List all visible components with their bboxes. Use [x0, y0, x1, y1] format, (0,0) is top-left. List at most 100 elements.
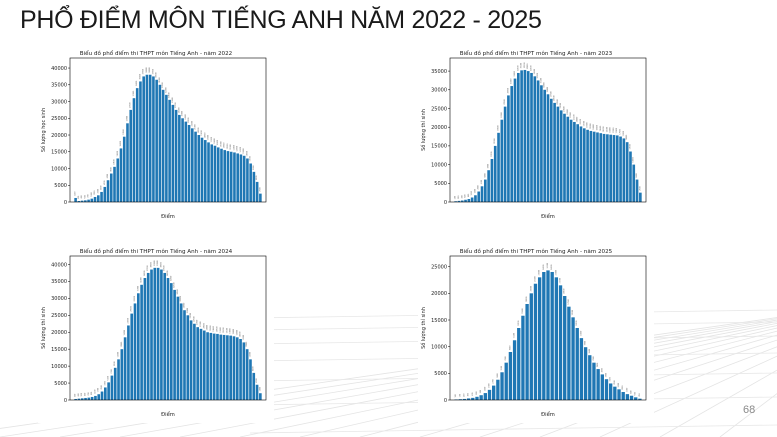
bar — [161, 89, 165, 202]
bar-value-label: 18800 — [593, 124, 595, 129]
bar — [543, 89, 547, 202]
bar-value-label: 36000 — [144, 271, 146, 276]
bar-value-label: 3900 — [605, 373, 607, 377]
bar — [109, 173, 113, 202]
bar — [236, 153, 239, 202]
bar — [232, 336, 236, 400]
bar-value-label: 23500 — [190, 313, 192, 318]
bar-value-label: 35000 — [159, 77, 161, 82]
bar — [483, 393, 487, 400]
bar-value-label: 37500 — [143, 69, 145, 74]
bar-value-label: 13000 — [246, 151, 248, 156]
bar — [508, 352, 513, 400]
bar — [130, 313, 134, 400]
bar-value-label: 1000 — [91, 192, 93, 196]
x-axis-label: Điểm — [541, 213, 555, 220]
bar — [104, 387, 107, 400]
bar — [507, 95, 510, 202]
bar-value-label: 30500 — [169, 92, 171, 97]
bar — [566, 116, 570, 202]
bar-value-label: 400 — [78, 393, 80, 396]
y-axis-label: Số lượng thí sinh — [40, 307, 47, 349]
bar — [80, 200, 84, 202]
bar — [219, 334, 223, 400]
bar-value-label: 29000 — [172, 98, 174, 103]
bar — [471, 397, 475, 400]
bar — [602, 133, 606, 202]
bar — [460, 200, 464, 202]
bar-value-label: 38500 — [151, 262, 153, 267]
bar-value-label: 5200 — [108, 376, 110, 380]
bar-value-label: 8500 — [110, 167, 112, 171]
y-tick-label: 15000 — [51, 150, 67, 156]
bar — [629, 151, 632, 202]
bar — [520, 70, 523, 202]
bar-value-label: 19000 — [230, 328, 232, 333]
bar-value-label: 600 — [465, 195, 467, 198]
bar — [536, 80, 540, 202]
bar — [90, 198, 94, 202]
bar — [517, 72, 520, 203]
bar — [137, 293, 140, 400]
bar — [132, 98, 136, 202]
bar-value-label: 7000 — [593, 356, 595, 360]
bar — [625, 142, 629, 202]
bar — [477, 191, 481, 202]
bar-value-label: 28500 — [180, 296, 182, 301]
y-tick-label: 5000 — [434, 181, 447, 187]
bar — [542, 272, 546, 400]
bar-value-label: 1800 — [474, 189, 476, 193]
bar — [503, 106, 507, 202]
bar — [184, 121, 188, 202]
bar-value-label: 28800 — [547, 87, 549, 92]
bar-value-label: 9900 — [585, 341, 587, 345]
y-tick-label: 0 — [444, 398, 447, 404]
bar-value-label: 21000 — [200, 321, 202, 326]
bar-value-label: 19200 — [223, 328, 225, 333]
y-tick-label: 20000 — [51, 133, 67, 139]
bar — [171, 104, 175, 202]
bar — [550, 272, 554, 400]
bar-value-label: 1200 — [75, 192, 77, 196]
bar — [458, 399, 462, 400]
bar-value-label: 1700 — [98, 388, 100, 392]
bar — [194, 131, 197, 202]
bar-value-label: 400 — [461, 195, 463, 198]
bar-value-label: 32500 — [537, 73, 539, 78]
bar — [106, 180, 110, 202]
bar-value-label: 5200 — [501, 366, 503, 370]
bar-value-label: 22000 — [570, 112, 572, 117]
bar-value-label: 4500 — [256, 378, 258, 382]
bar — [77, 398, 81, 400]
bar — [209, 332, 213, 400]
bar — [510, 86, 514, 202]
bar — [569, 119, 573, 202]
bar-value-label: 18600 — [596, 125, 598, 130]
bar-chart-2022: Biểu đồ phổ điểm thi THPT môn Tiếng Anh … — [40, 49, 267, 220]
bar-value-label: 20800 — [577, 117, 579, 122]
bar-value-label: 34000 — [141, 277, 143, 282]
bar-value-label: 22000 — [191, 121, 193, 126]
bar-value-label: 700 — [88, 392, 90, 395]
bar-value-label: 1500 — [94, 191, 96, 195]
bar — [500, 372, 504, 400]
bar-value-label: 21400 — [573, 115, 575, 120]
bar-value-label: 32000 — [165, 87, 167, 92]
bar-value-label: 23000 — [188, 118, 190, 123]
bar — [554, 277, 559, 400]
bar — [583, 347, 588, 400]
bar — [120, 349, 124, 400]
bar — [504, 362, 508, 400]
bar — [573, 121, 576, 202]
bar-value-label: 25500 — [504, 99, 506, 104]
bar — [176, 296, 180, 400]
bar-value-label: 20000 — [207, 325, 209, 330]
bar-value-label: 18800 — [233, 329, 235, 334]
y-tick-label: 25000 — [51, 313, 67, 319]
bar-value-label: 26500 — [554, 96, 556, 101]
y-tick-label: 30000 — [51, 99, 67, 105]
bar-value-label: 35200 — [521, 63, 523, 68]
bar — [165, 94, 168, 202]
bar — [216, 147, 220, 202]
chart-panel-2024: Biểu đồ phổ điểm thi THPT môn Tiếng Anh … — [38, 246, 274, 423]
